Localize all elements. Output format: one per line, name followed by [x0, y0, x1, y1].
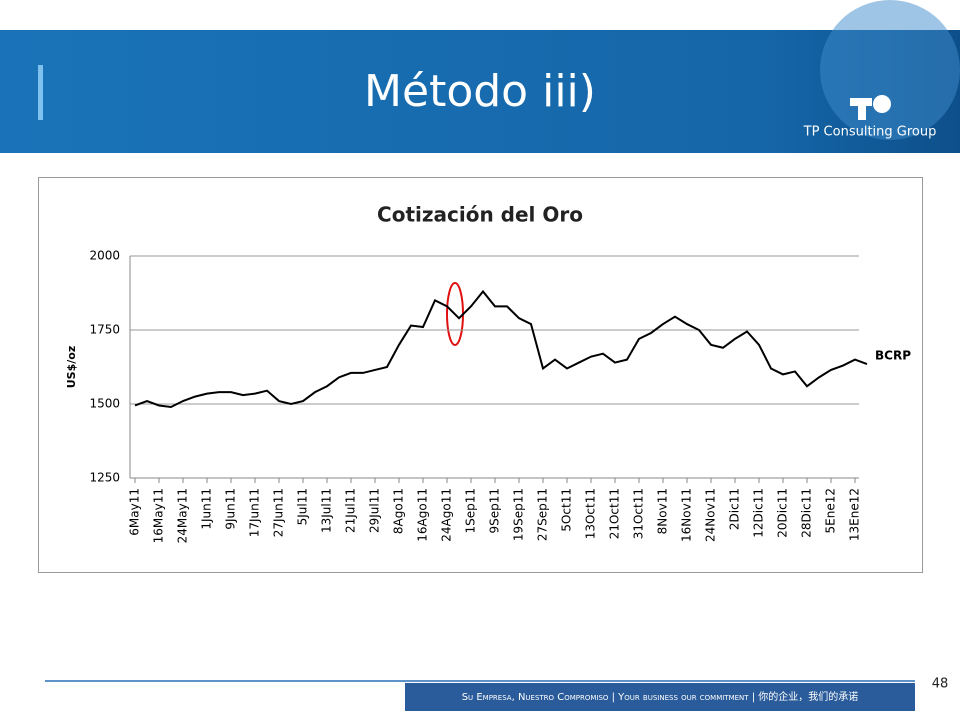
x-tick-label: 9Sep11: [488, 488, 502, 534]
footer-text: Su Empresa, Nuestro Compromiso | Your bu…: [462, 690, 859, 703]
series-label: BCRP: [875, 349, 911, 363]
chart-title: Cotización del Oro: [377, 203, 583, 227]
x-tick-label: 5Oct11: [560, 488, 574, 532]
line-series: [134, 289, 868, 408]
slide-title: Método iii): [364, 66, 596, 117]
x-tick-label: 1Sep11: [464, 488, 478, 534]
accent-bar: [38, 65, 43, 120]
y-tick-label: 1250: [89, 471, 120, 485]
x-tick-label: 24May11: [176, 488, 190, 543]
x-tick-label: 1Jun11: [200, 488, 214, 530]
x-tick-label: 19Sep11: [512, 488, 526, 541]
chart-frame: [38, 177, 923, 573]
y-tick-label: 1750: [89, 323, 120, 337]
x-tick-label: 8Nov11: [656, 488, 670, 534]
x-tick-label: 28Dic11: [800, 488, 814, 538]
page-number: 48: [932, 677, 949, 692]
x-tick-label: 29Jul11: [368, 488, 382, 533]
y-tick-label: 2000: [89, 249, 120, 263]
logo-text: TP Consulting Group: [803, 125, 937, 140]
y-tick-label: 1500: [89, 397, 120, 411]
logo-mark: [858, 98, 866, 120]
x-tick-label: 31Oct11: [632, 488, 646, 539]
y-axis-label: US$/oz: [65, 346, 78, 389]
x-tick-label: 27Sep11: [536, 488, 550, 541]
globe: [820, 0, 960, 140]
x-tick-label: 21Jul11: [344, 488, 358, 533]
x-tick-label: 8Ago11: [392, 488, 406, 534]
x-tick-label: 21Oct11: [608, 488, 622, 539]
x-tick-label: 5Ene12: [824, 488, 838, 533]
x-tick-label: 6May11: [128, 488, 142, 536]
logo-mark: [873, 95, 891, 113]
x-tick-label: 24Nov11: [704, 488, 718, 542]
x-tick-label: 5Jul11: [296, 488, 310, 525]
x-tick-label: 16Nov11: [680, 488, 694, 542]
x-tick-label: 2Dic11: [728, 488, 742, 530]
x-tick-label: 13Jul11: [320, 488, 334, 533]
x-tick-label: 16May11: [152, 488, 166, 543]
x-tick-label: 13Oct11: [584, 488, 598, 539]
x-tick-label: 24Ago11: [440, 488, 454, 542]
x-tick-label: 12Dic11: [752, 488, 766, 538]
footer-box: [405, 683, 915, 711]
x-tick-label: 17Jun11: [248, 488, 262, 537]
x-tick-label: 20Dic11: [776, 488, 790, 538]
x-tick-label: 9Jun11: [224, 488, 238, 530]
header-banner: [0, 30, 960, 153]
x-tick-label: 16Ago11: [416, 488, 430, 542]
x-tick-label: 13Ene12: [848, 488, 862, 541]
x-tick-label: 27Jun11: [272, 488, 286, 537]
